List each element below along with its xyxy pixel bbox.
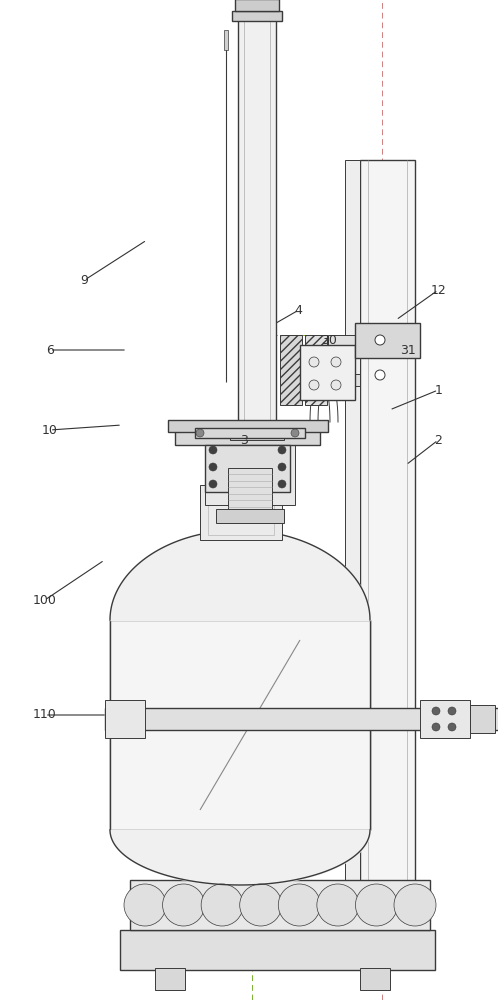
Circle shape — [432, 723, 440, 731]
Bar — [224, 30, 228, 50]
Bar — [328, 374, 360, 386]
Circle shape — [375, 370, 385, 380]
Bar — [328, 335, 360, 345]
Bar — [355, 322, 420, 358]
Circle shape — [196, 429, 204, 437]
Bar — [228, 468, 272, 513]
Bar — [300, 345, 355, 400]
Bar — [230, 428, 284, 440]
Circle shape — [291, 429, 299, 437]
Bar — [105, 708, 498, 730]
Bar — [232, 11, 282, 21]
Text: 2: 2 — [434, 434, 442, 446]
Text: 4: 4 — [295, 304, 303, 316]
Circle shape — [375, 335, 385, 345]
Circle shape — [356, 884, 397, 926]
Circle shape — [209, 480, 217, 488]
Bar — [110, 620, 370, 830]
Text: 3: 3 — [240, 434, 248, 446]
Bar — [238, 15, 276, 432]
Bar — [168, 420, 328, 432]
Circle shape — [317, 884, 359, 926]
Bar — [130, 880, 430, 930]
Circle shape — [448, 723, 456, 731]
Circle shape — [394, 884, 436, 926]
Bar — [360, 968, 390, 990]
Bar — [237, 463, 245, 473]
Bar — [175, 431, 320, 445]
Circle shape — [209, 463, 217, 471]
Circle shape — [309, 357, 319, 367]
Text: 10: 10 — [42, 424, 58, 436]
Bar — [360, 160, 415, 960]
Bar — [195, 428, 305, 438]
Bar — [420, 700, 470, 738]
Bar — [105, 700, 145, 738]
Bar — [355, 347, 360, 357]
Text: 31: 31 — [400, 344, 416, 357]
Circle shape — [209, 446, 217, 454]
Bar — [205, 445, 290, 492]
Text: 12: 12 — [430, 284, 446, 296]
Circle shape — [448, 707, 456, 715]
Bar — [205, 438, 295, 505]
Circle shape — [201, 884, 243, 926]
Circle shape — [162, 884, 205, 926]
Circle shape — [309, 380, 319, 390]
Bar — [155, 968, 185, 990]
Bar — [120, 930, 435, 970]
Circle shape — [331, 380, 341, 390]
Bar — [235, 0, 279, 11]
Circle shape — [124, 884, 166, 926]
Circle shape — [278, 480, 286, 488]
Text: 100: 100 — [33, 593, 57, 606]
Bar — [345, 160, 360, 960]
Bar — [470, 705, 495, 733]
Text: 9: 9 — [81, 273, 89, 286]
Circle shape — [278, 446, 286, 454]
Text: 1: 1 — [434, 383, 442, 396]
Bar — [280, 335, 302, 405]
Circle shape — [278, 463, 286, 471]
Text: 30: 30 — [321, 334, 337, 347]
Circle shape — [432, 707, 440, 715]
Circle shape — [278, 884, 320, 926]
Bar — [233, 473, 249, 485]
Bar — [216, 509, 284, 523]
Circle shape — [240, 884, 282, 926]
Circle shape — [331, 357, 341, 367]
Bar — [305, 335, 327, 405]
Text: 110: 110 — [33, 708, 57, 722]
Text: 6: 6 — [46, 344, 54, 357]
Bar — [208, 490, 274, 535]
Bar — [200, 485, 282, 540]
